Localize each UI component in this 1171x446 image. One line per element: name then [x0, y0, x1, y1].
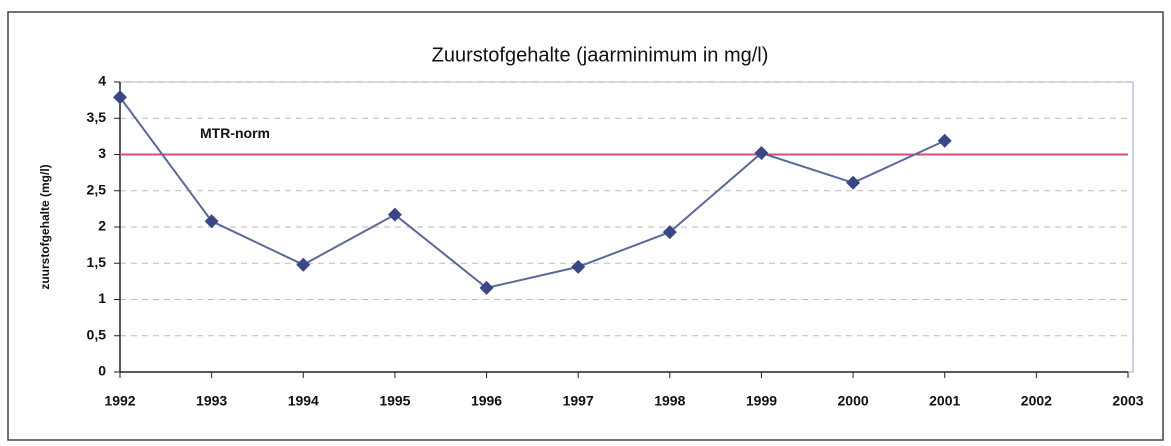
y-tick-label: 0	[98, 363, 106, 379]
x-tick-label: 1995	[379, 393, 410, 409]
y-tick-label: 4	[98, 73, 106, 89]
x-tick-label: 1999	[746, 393, 777, 409]
y-tick-label: 1,5	[87, 254, 107, 270]
marker	[296, 257, 311, 272]
marker	[662, 225, 677, 240]
x-tick-label: 1997	[563, 393, 594, 409]
y-tick-label: 0,5	[87, 326, 107, 342]
x-tick-label: 1994	[288, 393, 319, 409]
y-tick-label: 1	[98, 290, 106, 306]
x-tick-label: 2001	[929, 393, 960, 409]
x-tick-label: 1996	[471, 393, 502, 409]
marker	[846, 175, 861, 190]
marker	[204, 214, 219, 229]
x-tick-label: 2003	[1112, 393, 1143, 409]
x-tick-label: 2002	[1021, 393, 1052, 409]
x-tick-label: 1993	[196, 393, 227, 409]
y-tick-label: 3	[98, 145, 106, 161]
x-tick-label: 1992	[104, 393, 135, 409]
y-tick-label: 2,5	[87, 181, 107, 197]
marker	[571, 259, 586, 274]
marker	[387, 207, 402, 222]
frame	[7, 11, 1164, 441]
y-tick-label: 2	[98, 218, 106, 234]
series-line	[119, 96, 946, 289]
x-tick-label: 1998	[654, 393, 685, 409]
marker	[754, 146, 769, 161]
marker	[113, 90, 127, 105]
marker	[937, 133, 952, 148]
chart-title: Zuurstofgehalte (jaarminimum in mg/l)	[432, 44, 769, 66]
reference-label: MTR-norm	[200, 125, 270, 141]
y-tick-label: 3,5	[87, 109, 107, 125]
x-tick-label: 2000	[838, 393, 869, 409]
marker	[479, 280, 494, 295]
y-axis-label: zuurstofgehalte (mg/l)	[38, 164, 52, 289]
